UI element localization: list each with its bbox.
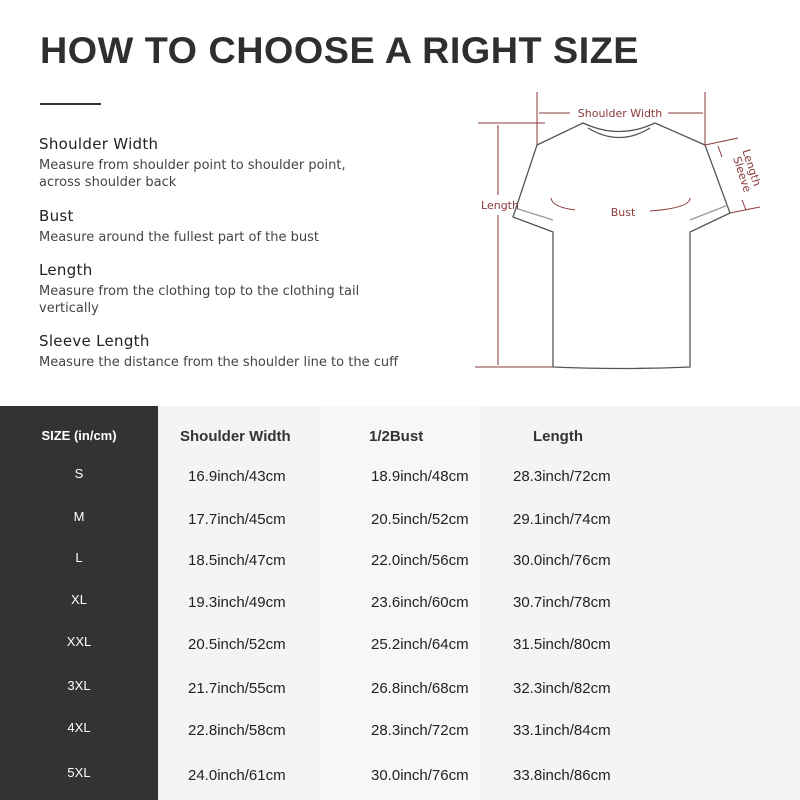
table-cell: 18.9inch/48cm [371, 468, 469, 485]
table-cell: 30.7inch/78cm [513, 594, 611, 611]
table-cell: 16.9inch/43cm [188, 468, 286, 485]
size-label: 4XL [67, 720, 91, 735]
table-cell: 28.3inch/72cm [513, 468, 611, 485]
size-label: XXL [66, 634, 92, 649]
size-label: L [75, 550, 83, 565]
def-bust: Bust Measure around the fullest part of … [39, 207, 319, 246]
table-cell: 30.0inch/76cm [513, 552, 611, 569]
tshirt-diagram: Shoulder Width Bust Length Sleeve Length [475, 92, 760, 370]
table-cell: 32.3inch/82cm [513, 680, 611, 697]
def-title: Sleeve Length [39, 332, 150, 350]
column-bg [320, 406, 480, 800]
def-title: Length [39, 261, 93, 279]
table-cell: 33.1inch/84cm [513, 722, 611, 739]
table-cell: 18.5inch/47cm [188, 552, 286, 569]
def-desc: Measure around the fullest part of the b… [39, 230, 320, 245]
def-length: Length Measure from the clothing top to … [39, 261, 389, 317]
measure-lines [475, 92, 760, 368]
table-cell: 33.8inch/86cm [513, 767, 611, 784]
table-cell: 17.7inch/45cm [188, 511, 286, 528]
tshirt-outline [512, 122, 731, 370]
def-shoulder-width: Shoulder Width Measure from shoulder poi… [39, 135, 389, 191]
size-label: 3XL [67, 678, 91, 693]
def-desc: Measure from the clothing top to the clo… [39, 284, 360, 316]
table-cell: 22.8inch/58cm [188, 722, 286, 739]
header-half-bust: 1/2Bust [369, 428, 424, 445]
size-label: 5XL [67, 765, 91, 780]
size-column [0, 406, 158, 800]
table-cell: 29.1inch/74cm [513, 511, 611, 528]
table-cell: 25.2inch/64cm [371, 636, 469, 653]
table-cell: 28.3inch/72cm [371, 722, 469, 739]
def-title: Bust [39, 207, 74, 225]
size-table: SIZE (in/cm) Shoulder Width 1/2Bust Length S… [0, 406, 800, 800]
table-cell: 23.6inch/60cm [371, 594, 469, 611]
table-cell: 20.5inch/52cm [371, 511, 469, 528]
table-cell: 24.0inch/61cm [188, 767, 286, 784]
size-label: XL [71, 592, 87, 607]
label-shoulder-width: Shoulder Width [578, 107, 662, 120]
table-cell: 19.3inch/49cm [188, 594, 286, 611]
header-size: SIZE (in/cm) [41, 428, 117, 443]
title-underline [40, 103, 101, 105]
page-title: HOW TO CHOOSE A RIGHT SIZE [40, 30, 639, 71]
column-bg [640, 406, 800, 800]
table-cell: 20.5inch/52cm [188, 636, 286, 653]
header-shoulder-width: Shoulder Width [180, 428, 291, 445]
label-bust: Bust [611, 206, 636, 219]
header-length: Length [533, 428, 583, 445]
table-cell: 21.7inch/55cm [188, 680, 286, 697]
size-label: S [74, 466, 84, 481]
def-desc: Measure from shoulder point to shoulder … [39, 158, 346, 190]
size-label: M [73, 509, 85, 524]
label-length: Length [481, 199, 519, 212]
def-title: Shoulder Width [39, 135, 159, 153]
table-cell: 22.0inch/56cm [371, 552, 469, 569]
def-desc: Measure the distance from the shoulder l… [39, 355, 399, 370]
table-cell: 30.0inch/76cm [371, 767, 469, 784]
table-cell: 26.8inch/68cm [371, 680, 469, 697]
def-sleeve-length: Sleeve Length Measure the distance from … [39, 332, 398, 371]
table-cell: 31.5inch/80cm [513, 636, 611, 653]
